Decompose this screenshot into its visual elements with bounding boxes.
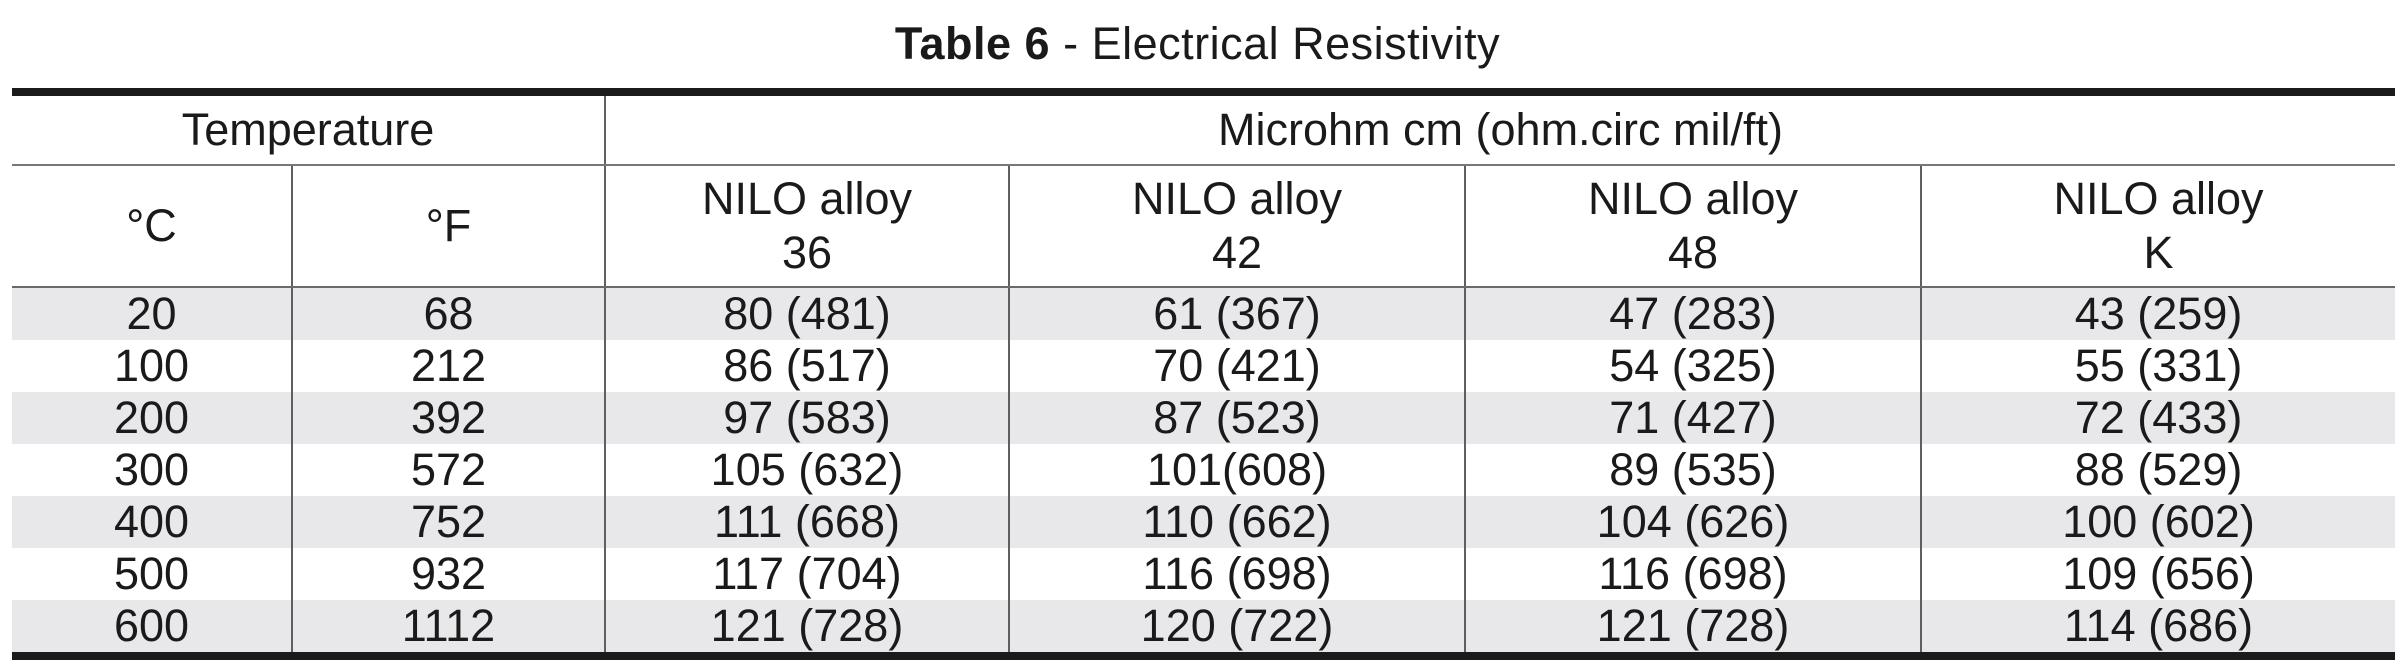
cell-nilo-48: 54 (325) xyxy=(1465,340,1922,392)
cell-nilo-42: 61 (367) xyxy=(1009,287,1466,340)
cell-temp-c: 400 xyxy=(12,496,293,548)
cell-temp-c: 300 xyxy=(12,444,293,496)
column-header-nilo-k: NILO alloy K xyxy=(1921,165,2395,288)
cell-nilo-36: 86 (517) xyxy=(605,340,1010,392)
cell-nilo-k: 88 (529) xyxy=(2074,444,2243,495)
cell-temp-f: 392 xyxy=(292,392,606,444)
cell-nilo-48: 71 (427) xyxy=(1465,392,1922,444)
cell-temp-f: 932 xyxy=(292,548,606,600)
cell-nilo-k: 55 (331) xyxy=(2074,340,2243,391)
cell-temp-f: 572 xyxy=(292,444,606,496)
cell-temp-f: 212 xyxy=(292,340,606,392)
table-row: 20 68 80 (481) 61 (367) 47 (283) 43 (259… xyxy=(12,287,2395,340)
table-title: Table 6 - Electrical Resistivity xyxy=(0,0,2395,88)
column-header-fahrenheit: °F xyxy=(292,165,606,288)
cell-temp-f: 1112 xyxy=(292,600,606,656)
column-header-row: °C °F NILO alloy 36 NILO alloy 42 NILO a… xyxy=(12,165,2395,288)
column-header-sub: 42 xyxy=(1211,227,1263,278)
group-header-row: Temperature Microhm cm (ohm.circ mil/ft) xyxy=(12,92,2395,166)
column-header-nilo-48: NILO alloy 48 xyxy=(1465,165,1922,288)
cell-nilo-k: 109 (656) xyxy=(2062,548,2255,599)
table-title-text: - Electrical Resistivity xyxy=(1050,18,1501,69)
cell-nilo-42: 116 (698) xyxy=(1009,548,1466,600)
cell-nilo-48: 47 (283) xyxy=(1465,287,1922,340)
column-header-label: NILO alloy xyxy=(1587,173,1799,224)
cell-temp-c: 200 xyxy=(12,392,293,444)
column-header-nilo-42: NILO alloy 42 xyxy=(1009,165,1466,288)
column-header-sub: 48 xyxy=(1667,227,1719,278)
cell-nilo-42: 120 (722) xyxy=(1009,600,1466,656)
cell-temp-f: 752 xyxy=(292,496,606,548)
column-header-label: NILO alloy xyxy=(1131,173,1343,224)
cell-nilo-42: 101(608) xyxy=(1009,444,1466,496)
table-row: 600 1112 121 (728) 120 (722) 121 (728) 1… xyxy=(12,600,2395,656)
table-row: 200 392 97 (583) 87 (523) 71 (427) 72 (4… xyxy=(12,392,2395,444)
cell-temp-c: 20 xyxy=(12,287,293,340)
cell-temp-c: 100 xyxy=(12,340,293,392)
cell-nilo-k: 43 (259) xyxy=(2074,288,2243,339)
table-row: 400 752 111 (668) 110 (662) 104 (626) 10… xyxy=(12,496,2395,548)
table-title-number: Table 6 xyxy=(894,18,1051,69)
cell-temp-f: 68 xyxy=(292,287,606,340)
cell-nilo-48: 89 (535) xyxy=(1465,444,1922,496)
cell-nilo-k: 114 (686) xyxy=(2063,600,2254,651)
column-header-celsius: °C xyxy=(12,165,293,288)
cell-nilo-36: 121 (728) xyxy=(605,600,1010,656)
cell-nilo-48: 116 (698) xyxy=(1465,548,1922,600)
cell-nilo-36: 117 (704) xyxy=(605,548,1010,600)
column-header-label: °F xyxy=(425,200,472,251)
cell-nilo-48: 121 (728) xyxy=(1465,600,1922,656)
cell-nilo-42: 110 (662) xyxy=(1009,496,1466,548)
table-row: 300 572 105 (632) 101(608) 89 (535) 88 (… xyxy=(12,444,2395,496)
column-header-label: NILO alloy xyxy=(701,173,913,224)
cell-nilo-42: 87 (523) xyxy=(1009,392,1466,444)
electrical-resistivity-table: Temperature Microhm cm (ohm.circ mil/ft)… xyxy=(12,88,2395,660)
column-header-sub: 36 xyxy=(781,227,833,278)
cell-nilo-36: 97 (583) xyxy=(605,392,1010,444)
cell-nilo-36: 80 (481) xyxy=(605,287,1010,340)
table-row: 500 932 117 (704) 116 (698) 116 (698) 10… xyxy=(12,548,2395,600)
cell-nilo-36: 105 (632) xyxy=(605,444,1010,496)
table-row: 100 212 86 (517) 70 (421) 54 (325) 55 (3… xyxy=(12,340,2395,392)
cell-temp-c: 500 xyxy=(12,548,293,600)
group-header-temperature: Temperature xyxy=(12,92,606,166)
column-header-label: °C xyxy=(126,200,177,251)
cell-nilo-42: 70 (421) xyxy=(1009,340,1466,392)
cell-nilo-48: 104 (626) xyxy=(1465,496,1922,548)
column-header-nilo-36: NILO alloy 36 xyxy=(605,165,1010,288)
cell-nilo-k: 72 (433) xyxy=(2074,392,2243,443)
column-header-sub: K xyxy=(2143,227,2174,278)
group-header-microhm: Microhm cm (ohm.circ mil/ft) xyxy=(605,92,2395,166)
cell-nilo-k: 100 (602) xyxy=(2062,496,2255,547)
column-header-label: NILO alloy xyxy=(2053,173,2264,224)
cell-nilo-36: 111 (668) xyxy=(605,496,1010,548)
cell-temp-c: 600 xyxy=(12,600,293,656)
